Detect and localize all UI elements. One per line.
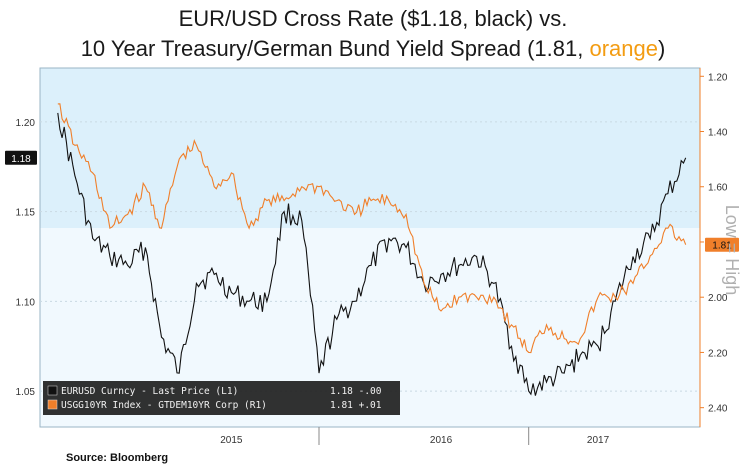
legend-label-0: EURUSD Curncy - Last Price (L1) (61, 386, 238, 397)
source-note: Source: Bloomberg (66, 452, 169, 464)
left-tick-label-3: 1.05 (16, 387, 36, 398)
upper-shaded-band (40, 68, 700, 228)
series-line-right (57, 103, 687, 354)
left-tick-label-0: 1.20 (16, 118, 36, 129)
legend-swatch-0 (47, 385, 58, 396)
right-tick-label-0: 1.20 (708, 72, 728, 83)
left-tick-label-1: 1.15 (16, 208, 36, 219)
title-line2-suffix: ) (657, 36, 666, 61)
left-tick-label-2: 1.10 (16, 297, 36, 308)
left-last-value-text: 1.18 (11, 154, 31, 165)
legend-swatch-1 (47, 399, 58, 410)
title-line2-prefix: 10 Year Treasury/German Bund Yield Sprea… (80, 36, 590, 61)
title-line2-orange-word: orange (589, 36, 658, 61)
right-tick-label-1: 1.40 (708, 128, 728, 139)
legend-value-0: 1.18 -.00 (330, 386, 382, 397)
right-tick-label-6: 2.40 (708, 404, 728, 415)
series-line-left (57, 112, 687, 396)
x-tick-label-1: 2016 (430, 435, 453, 446)
left-last-value-badge (5, 150, 37, 165)
right-tick-label-5: 2.20 (708, 348, 728, 359)
right-last-value-text: 1.81 (712, 241, 732, 252)
side-label-low-high: Low = High (722, 205, 742, 296)
legend-value-1: 1.81 +.01 (330, 400, 382, 411)
right-last-value-badge (705, 237, 739, 252)
chart-title-line2: 10 Year Treasury/German Bund Yield Sprea… (0, 36, 746, 62)
x-tick-label-0: 2015 (220, 435, 243, 446)
right-tick-label-4: 2.00 (708, 293, 728, 304)
chart-title-line1: EUR/USD Cross Rate ($1.18, black) vs. (178, 6, 568, 31)
right-tick-label-2: 1.60 (708, 183, 728, 194)
legend-label-1: USGG10YR Index - GTDEM10YR Corp (R1) (61, 400, 267, 411)
legend-box (43, 381, 400, 415)
x-tick-label-2: 2017 (587, 435, 610, 446)
